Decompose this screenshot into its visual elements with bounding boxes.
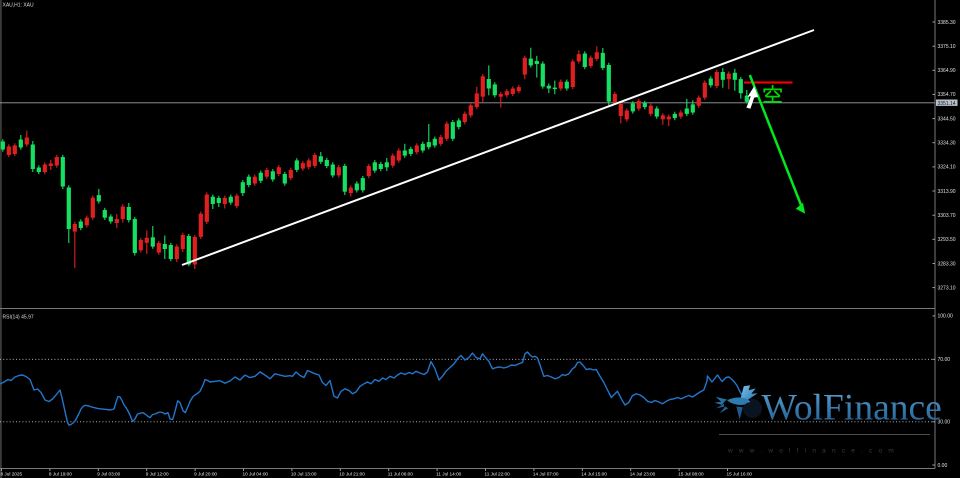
svg-text:8 Jul 2025: 8 Jul 2025 bbox=[1, 472, 23, 477]
svg-text:3313.90: 3313.90 bbox=[938, 189, 956, 195]
svg-text:3344.50: 3344.50 bbox=[938, 116, 956, 122]
svg-text:3303.70: 3303.70 bbox=[938, 213, 956, 219]
svg-text:10 Jul 04:00: 10 Jul 04:00 bbox=[243, 472, 269, 477]
svg-text:3324.10: 3324.10 bbox=[938, 165, 956, 171]
svg-text:10 Jul 13:00: 10 Jul 13:00 bbox=[291, 472, 317, 477]
svg-text:3385.30: 3385.30 bbox=[938, 20, 956, 26]
svg-text:3283.30: 3283.30 bbox=[938, 261, 956, 267]
svg-text:9 Jul 03:00: 9 Jul 03:00 bbox=[97, 472, 120, 477]
svg-text:3354.70: 3354.70 bbox=[938, 92, 956, 98]
svg-text:3351.14: 3351.14 bbox=[938, 101, 956, 107]
svg-text:14 Jul 15:00: 14 Jul 15:00 bbox=[581, 472, 607, 477]
svg-text:14 Jul 23:00: 14 Jul 23:00 bbox=[630, 472, 656, 477]
svg-text:www.wolfinance.com: www.wolfinance.com bbox=[727, 448, 900, 455]
svg-text:11 Jul 06:00: 11 Jul 06:00 bbox=[388, 472, 414, 477]
svg-text:RSI(14) 45.97: RSI(14) 45.97 bbox=[3, 315, 34, 321]
svg-text:30.00: 30.00 bbox=[938, 420, 951, 426]
svg-text:3364.90: 3364.90 bbox=[938, 68, 956, 74]
svg-text:14 Jul 07:00: 14 Jul 07:00 bbox=[533, 472, 559, 477]
svg-text:3293.50: 3293.50 bbox=[938, 237, 956, 243]
svg-text:10 Jul 21:00: 10 Jul 21:00 bbox=[339, 472, 365, 477]
svg-text:XAU,H1: XAU: XAU,H1: XAU bbox=[3, 3, 35, 9]
svg-text:3375.10: 3375.10 bbox=[938, 44, 956, 50]
svg-text:11 Jul 14:00: 11 Jul 14:00 bbox=[436, 472, 462, 477]
svg-text:3273.10: 3273.10 bbox=[938, 285, 956, 291]
svg-text:3334.30: 3334.30 bbox=[938, 141, 956, 147]
svg-text:9 Jul 20:00: 9 Jul 20:00 bbox=[194, 472, 217, 477]
svg-text:8 Jul 19:00: 8 Jul 19:00 bbox=[49, 472, 72, 477]
svg-text:15 Jul 16:00: 15 Jul 16:00 bbox=[727, 472, 753, 477]
svg-text:11 Jul 22:00: 11 Jul 22:00 bbox=[485, 472, 511, 477]
svg-text:9 Jul 12:00: 9 Jul 12:00 bbox=[146, 472, 169, 477]
svg-text:15 Jul 08:00: 15 Jul 08:00 bbox=[678, 472, 704, 477]
svg-text:70.00: 70.00 bbox=[938, 357, 951, 363]
svg-text:WolFinance: WolFinance bbox=[762, 388, 942, 429]
svg-text:100.00: 100.00 bbox=[938, 314, 954, 320]
svg-text:0.00: 0.00 bbox=[938, 463, 948, 469]
